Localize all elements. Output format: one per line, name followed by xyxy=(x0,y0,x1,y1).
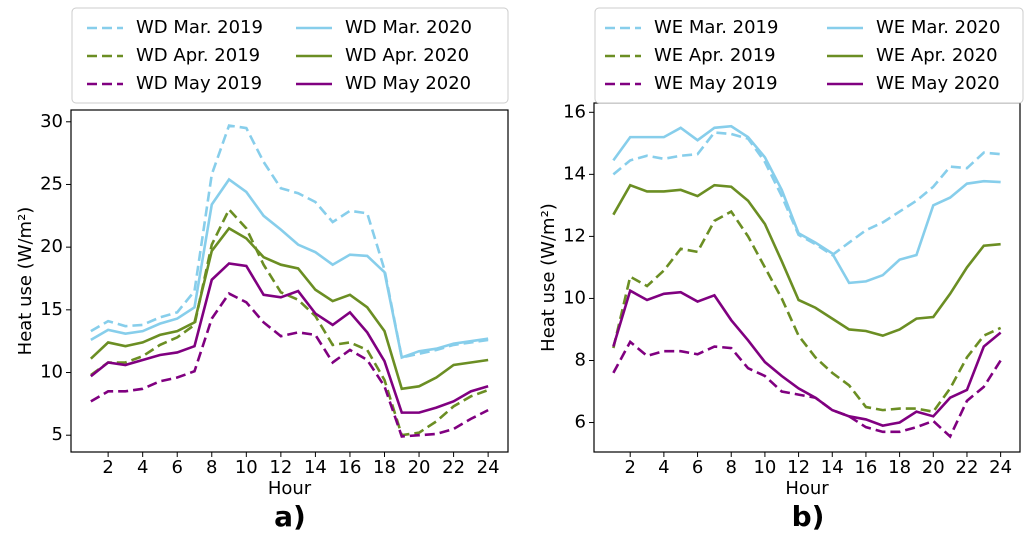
x-axis-label: Hour xyxy=(785,478,829,499)
legend-label: WD Mar. 2019 xyxy=(136,17,263,38)
x-tick-label: 8 xyxy=(726,457,737,478)
x-tick-label: 22 xyxy=(956,457,979,478)
legend-label: WE May 2020 xyxy=(876,73,1000,94)
x-tick-label: 16 xyxy=(854,457,877,478)
x-tick-label: 18 xyxy=(373,457,396,478)
y-tick-label: 15 xyxy=(40,299,63,320)
x-tick-label: 4 xyxy=(137,457,148,478)
data-line xyxy=(612,124,1001,285)
y-tick-label: 12 xyxy=(563,225,586,246)
y-tick-label: 6 xyxy=(575,412,586,433)
legend-label: WE Apr. 2019 xyxy=(654,45,776,66)
data-line xyxy=(612,183,1001,338)
y-tick-label: 5 xyxy=(52,424,63,445)
y-tick-label: 14 xyxy=(563,163,586,184)
legend-label: WE Apr. 2020 xyxy=(876,45,998,66)
legend-label: WD May 2019 xyxy=(136,73,262,94)
x-tick-label: 20 xyxy=(408,457,431,478)
x-tick-label: 2 xyxy=(624,457,635,478)
legend-label: WE Mar. 2019 xyxy=(654,17,778,38)
data-line xyxy=(90,177,489,360)
x-tick-label: 6 xyxy=(692,457,703,478)
x-tick-label: 4 xyxy=(658,457,669,478)
legend-label: WE Mar. 2020 xyxy=(876,17,1000,38)
data-line xyxy=(612,288,1002,427)
y-tick-label: 8 xyxy=(575,349,586,370)
x-tick-label: 22 xyxy=(442,457,465,478)
data-line xyxy=(90,207,489,437)
legend-label: WD Apr. 2020 xyxy=(345,45,469,66)
panel-label: a) xyxy=(274,500,306,533)
x-tick-label: 10 xyxy=(753,457,776,478)
x-tick-label: 2 xyxy=(102,457,113,478)
legend-label: WD Mar. 2020 xyxy=(345,17,472,38)
x-tick-label: 14 xyxy=(304,457,327,478)
data-line xyxy=(89,226,489,391)
data-line xyxy=(90,291,489,438)
data-line xyxy=(90,124,489,360)
x-tick-label: 10 xyxy=(235,457,258,478)
x-tick-label: 16 xyxy=(339,457,362,478)
data-line xyxy=(612,339,1002,439)
y-axis-label: Heat use (W/m²) xyxy=(538,203,559,352)
y-tick-label: 10 xyxy=(40,362,63,383)
y-tick-label: 20 xyxy=(40,236,63,257)
y-axis-label: Heat use (W/m²) xyxy=(15,207,36,356)
legend-label: WE May 2019 xyxy=(654,73,778,94)
x-axis-label: Hour xyxy=(268,478,312,499)
x-tick-label: 24 xyxy=(989,457,1012,478)
x-tick-label: 14 xyxy=(821,457,844,478)
y-tick-label: 25 xyxy=(40,173,63,194)
y-tick-label: 30 xyxy=(40,111,63,132)
plot-frame xyxy=(70,109,509,453)
legend-label: WD Apr. 2019 xyxy=(136,45,260,66)
x-tick-label: 20 xyxy=(922,457,945,478)
panel-label: b) xyxy=(792,500,825,533)
x-tick-label: 18 xyxy=(888,457,911,478)
x-tick-label: 8 xyxy=(206,457,217,478)
y-tick-label: 16 xyxy=(563,101,586,122)
legend-label: WD May 2020 xyxy=(345,73,471,94)
legend-box xyxy=(594,7,1024,104)
x-tick-label: 12 xyxy=(787,457,810,478)
data-line xyxy=(612,209,1002,414)
x-tick-label: 24 xyxy=(477,457,500,478)
x-tick-label: 12 xyxy=(269,457,292,478)
data-line xyxy=(612,131,1001,257)
x-tick-label: 6 xyxy=(172,457,183,478)
y-tick-label: 10 xyxy=(563,287,586,308)
legend-box xyxy=(71,7,509,104)
data-line xyxy=(90,262,489,414)
